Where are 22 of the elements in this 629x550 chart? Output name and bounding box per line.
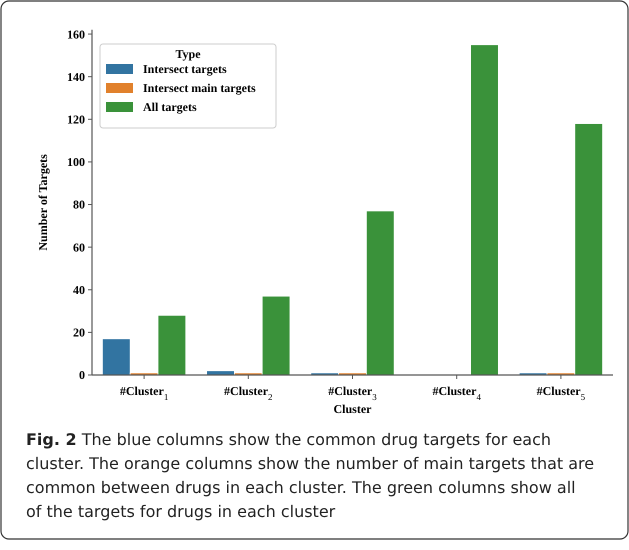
y-axis-title: Number of Targets (36, 154, 50, 251)
y-tick-label: 60 (73, 240, 85, 254)
x-tick-label: #Cluster$_{5}$ (536, 384, 586, 402)
legend-title: Type (175, 47, 202, 61)
text: Fig. 2 The blue columns show the common drug targets for each cluster. The orange columns show the number of main targets that are common between drugs in each cluster. The green columns show all of the targets for drugs in each cluster (26, 430, 594, 521)
bar (470, 44, 499, 376)
y-tick-label: 100 (67, 155, 85, 170)
y-tick-label: 160 (67, 27, 85, 42)
x-tick-label: #Cluster$_{2}$ (224, 384, 273, 402)
y-tick-label: 80 (73, 198, 85, 212)
y-tick-label: 120 (67, 112, 85, 126)
y-tick-label: 20 (73, 326, 85, 340)
legend-label: All targets (143, 100, 197, 114)
legend-label: Intersect main targets (143, 81, 256, 95)
x-axis-title: Cluster (334, 402, 372, 416)
x-tick-label: #Cluster$_{4}$ (432, 384, 482, 402)
y-tick-label: 40 (73, 282, 85, 297)
x-tick-label: #Cluster$_{1}$ (120, 384, 168, 402)
legend-label: Intersect targets (143, 62, 227, 76)
y-tick-label: 140 (67, 70, 85, 84)
x-tick-label: #Cluster$_{3}$ (328, 384, 378, 402)
y-tick-label: 0 (79, 368, 85, 382)
